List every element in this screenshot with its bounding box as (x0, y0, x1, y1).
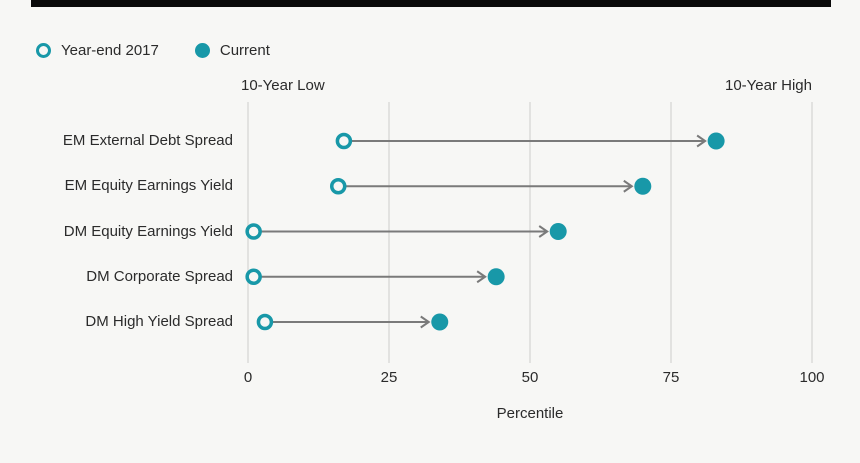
x-axis-title: Percentile (496, 405, 564, 422)
marker-year-end-2017 (335, 132, 353, 150)
marker-year-end-2017 (245, 268, 262, 285)
x-tick-label: 0 (243, 369, 253, 386)
marker-current (549, 223, 567, 240)
arrow-head-icon (538, 225, 549, 238)
category-label: DM Equity Earnings Yield (63, 222, 233, 240)
category-label: DM High Yield Spread (85, 313, 233, 330)
legend-item-current: Current (194, 42, 270, 59)
legend-label-current: Current (219, 42, 270, 59)
x-tick-label: 25 (380, 369, 398, 386)
arrow-head-icon (420, 315, 431, 329)
marker-current (634, 177, 652, 195)
top-accent-bar (31, 0, 831, 7)
legend: Year-end 2017 Current (36, 42, 270, 59)
marker-year-end-2017 (329, 178, 347, 195)
filled-circle-icon (194, 43, 210, 58)
category-label: EM Equity Earnings Yield (64, 177, 233, 195)
marker-current (487, 268, 505, 286)
x-tick-label: 50 (521, 369, 539, 386)
range-label-10-year-high: 10-Year High (724, 77, 812, 94)
marker-current (707, 132, 725, 150)
legend-label-year-end-2017: Year-end 2017 (61, 42, 159, 59)
marker-current (431, 313, 449, 331)
category-axis-labels: EM External Debt Spread EM Equity Earning… (0, 0, 233, 463)
arrow-head-icon (696, 134, 707, 148)
legend-item-year-end-2017: Year-end 2017 (36, 42, 159, 59)
x-axis-tick-labels: 0 25 50 75 100 (0, 369, 860, 389)
range-label-10-year-low: 10-Year Low (241, 77, 325, 94)
arrow-head-icon (623, 179, 634, 193)
x-tick-label: 75 (662, 369, 680, 386)
marker-year-end-2017 (256, 313, 274, 331)
plot-area (245, 100, 813, 363)
open-circle-icon (36, 43, 51, 58)
category-label: DM Corporate Spread (86, 267, 233, 285)
category-label: EM External Debt Spread (62, 132, 233, 149)
marker-year-end-2017 (245, 223, 262, 240)
plot-svg (245, 102, 813, 363)
x-tick-label: 100 (799, 369, 825, 386)
arrow-head-icon (476, 270, 487, 284)
